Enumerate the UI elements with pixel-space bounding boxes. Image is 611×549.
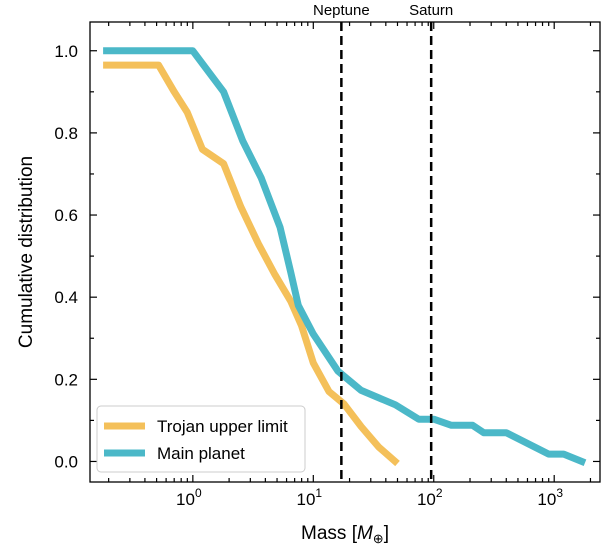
y-axis-label: Cumulative distribution	[16, 156, 37, 348]
y-tick-label: 0.4	[54, 288, 78, 307]
y-tick-label: 0.8	[54, 124, 78, 143]
legend: Trojan upper limit Main planet	[96, 405, 306, 473]
legend-box	[96, 405, 306, 473]
series-layer	[103, 47, 587, 467]
y-tick-label: 0.0	[54, 452, 78, 471]
legend-label-1: Trojan upper limit	[157, 417, 288, 436]
y-tick-label: 1.0	[54, 42, 78, 61]
plot-frame	[89, 21, 601, 483]
x-axis-label-close: ]	[384, 523, 389, 544]
x-tick-label: 101	[296, 486, 322, 509]
axis-ticks: 0.0 0.2 0.4 0.6 0.8 1.0 100 101 102 103	[54, 22, 600, 509]
x-axis-label-text: Mass [	[301, 523, 358, 544]
x-axis-label-symbol: M	[357, 523, 373, 544]
y-tick-label: 0.2	[54, 370, 78, 389]
reference-label-neptune: Neptune	[313, 2, 370, 19]
x-axis-label-subscript: ⊕	[373, 531, 384, 546]
x-tick-label: 103	[537, 486, 563, 509]
y-tick-label: 0.6	[54, 206, 78, 225]
series-line-1	[103, 61, 400, 467]
reference-lines: Neptune Saturn	[313, 2, 453, 482]
x-axis-label: Mass [M⊕]	[301, 523, 389, 546]
x-tick-label: 102	[417, 486, 443, 509]
series-line-2	[103, 47, 587, 466]
x-tick-label: 100	[176, 486, 202, 509]
legend-label-2: Main planet	[157, 444, 245, 463]
reference-label-saturn: Saturn	[409, 2, 453, 19]
